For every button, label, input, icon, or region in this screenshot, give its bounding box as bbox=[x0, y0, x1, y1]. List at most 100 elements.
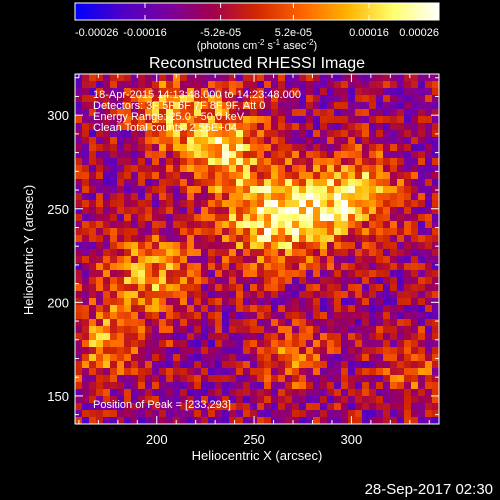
heatmap-cell bbox=[355, 130, 363, 138]
heatmap-cell bbox=[166, 291, 174, 299]
heatmap-cell bbox=[82, 179, 90, 187]
heatmap-cell bbox=[117, 291, 125, 299]
heatmap-cell bbox=[215, 347, 223, 355]
heatmap-cell bbox=[292, 249, 300, 257]
heatmap-cell bbox=[369, 123, 377, 131]
heatmap-cell bbox=[75, 284, 83, 292]
heatmap-cell bbox=[229, 123, 237, 131]
heatmap-cell bbox=[292, 235, 300, 243]
heatmap-cell bbox=[278, 270, 286, 278]
heatmap-cell bbox=[250, 228, 258, 236]
heatmap-cell bbox=[264, 291, 272, 299]
heatmap-cell bbox=[110, 95, 118, 103]
heatmap-cell bbox=[250, 221, 258, 229]
heatmap-cell bbox=[271, 95, 279, 103]
heatmap-cell bbox=[229, 396, 237, 404]
heatmap-cell bbox=[390, 410, 398, 418]
heatmap-cell bbox=[229, 214, 237, 222]
heatmap-cell bbox=[145, 319, 153, 327]
heatmap-cell bbox=[383, 333, 391, 341]
heatmap-cell bbox=[180, 95, 188, 103]
heatmap-cell bbox=[341, 340, 349, 348]
heatmap-cell bbox=[278, 158, 286, 166]
heatmap-cell bbox=[313, 95, 321, 103]
heatmap-cell bbox=[369, 102, 377, 110]
heatmap-cell bbox=[313, 207, 321, 215]
heatmap-cell bbox=[341, 354, 349, 362]
heatmap-cell bbox=[222, 312, 230, 320]
heatmap-cell bbox=[390, 263, 398, 271]
heatmap-cell bbox=[285, 312, 293, 320]
heatmap-cell bbox=[313, 151, 321, 159]
heatmap-cell bbox=[383, 137, 391, 145]
heatmap-cell bbox=[75, 151, 83, 159]
heatmap-cell bbox=[313, 270, 321, 278]
heatmap-cell bbox=[390, 249, 398, 257]
heatmap-cell bbox=[299, 368, 307, 376]
heatmap-cell bbox=[201, 165, 209, 173]
heatmap-cell bbox=[215, 256, 223, 264]
heatmap-cell bbox=[166, 130, 174, 138]
heatmap-cell bbox=[229, 298, 237, 306]
heatmap-cell bbox=[208, 270, 216, 278]
heatmap-cell bbox=[404, 298, 412, 306]
heatmap-cell bbox=[369, 151, 377, 159]
heatmap-cell bbox=[334, 319, 342, 327]
heatmap-cell bbox=[369, 158, 377, 166]
heatmap-cell bbox=[432, 214, 440, 222]
heatmap-cell bbox=[376, 228, 384, 236]
heatmap-cell bbox=[96, 389, 104, 397]
heatmap-cell bbox=[369, 368, 377, 376]
heatmap-cell bbox=[369, 305, 377, 313]
heatmap-cell bbox=[355, 235, 363, 243]
heatmap-cell bbox=[397, 389, 405, 397]
heatmap-cell bbox=[376, 193, 384, 201]
heatmap-cell bbox=[138, 291, 146, 299]
heatmap-cell bbox=[390, 221, 398, 229]
heatmap-cell bbox=[432, 102, 440, 110]
heatmap-cell bbox=[159, 193, 167, 201]
heatmap-cell bbox=[215, 193, 223, 201]
heatmap-cell bbox=[397, 270, 405, 278]
heatmap-cell bbox=[425, 74, 433, 82]
heatmap-cell bbox=[208, 165, 216, 173]
heatmap-cell bbox=[278, 312, 286, 320]
heatmap-cell bbox=[334, 396, 342, 404]
heatmap-cell bbox=[306, 165, 314, 173]
heatmap-cell bbox=[89, 186, 97, 194]
heatmap-cell bbox=[334, 417, 342, 425]
heatmap-cell bbox=[173, 228, 181, 236]
heatmap-cell bbox=[103, 144, 111, 152]
heatmap-cell bbox=[89, 326, 97, 334]
heatmap-cell bbox=[334, 249, 342, 257]
heatmap-cell bbox=[341, 319, 349, 327]
heatmap-cell bbox=[96, 256, 104, 264]
heatmap-cell bbox=[89, 291, 97, 299]
heatmap-cell bbox=[222, 221, 230, 229]
y-tick-label: 300 bbox=[47, 108, 69, 123]
heatmap-cell bbox=[292, 319, 300, 327]
heatmap-cell bbox=[110, 326, 118, 334]
heatmap-cell bbox=[390, 326, 398, 334]
heatmap-cell bbox=[327, 151, 335, 159]
heatmap-cell bbox=[327, 354, 335, 362]
heatmap-cell bbox=[299, 375, 307, 383]
heatmap-cell bbox=[180, 396, 188, 404]
heatmap-cell bbox=[96, 179, 104, 187]
heatmap-cell bbox=[355, 221, 363, 229]
heatmap-cell bbox=[194, 319, 202, 327]
heatmap-cell bbox=[159, 305, 167, 313]
heatmap-cell bbox=[194, 88, 202, 96]
heatmap-cell bbox=[376, 200, 384, 208]
heatmap-cell bbox=[292, 312, 300, 320]
heatmap-cell bbox=[418, 361, 426, 369]
heatmap-cell bbox=[208, 333, 216, 341]
heatmap-cell bbox=[138, 186, 146, 194]
heatmap-cell bbox=[208, 263, 216, 271]
heatmap-cell bbox=[180, 116, 188, 124]
heatmap-cell bbox=[201, 214, 209, 222]
heatmap-cell bbox=[250, 284, 258, 292]
heatmap-cell bbox=[138, 221, 146, 229]
heatmap-cell bbox=[306, 333, 314, 341]
heatmap-cell bbox=[278, 123, 286, 131]
